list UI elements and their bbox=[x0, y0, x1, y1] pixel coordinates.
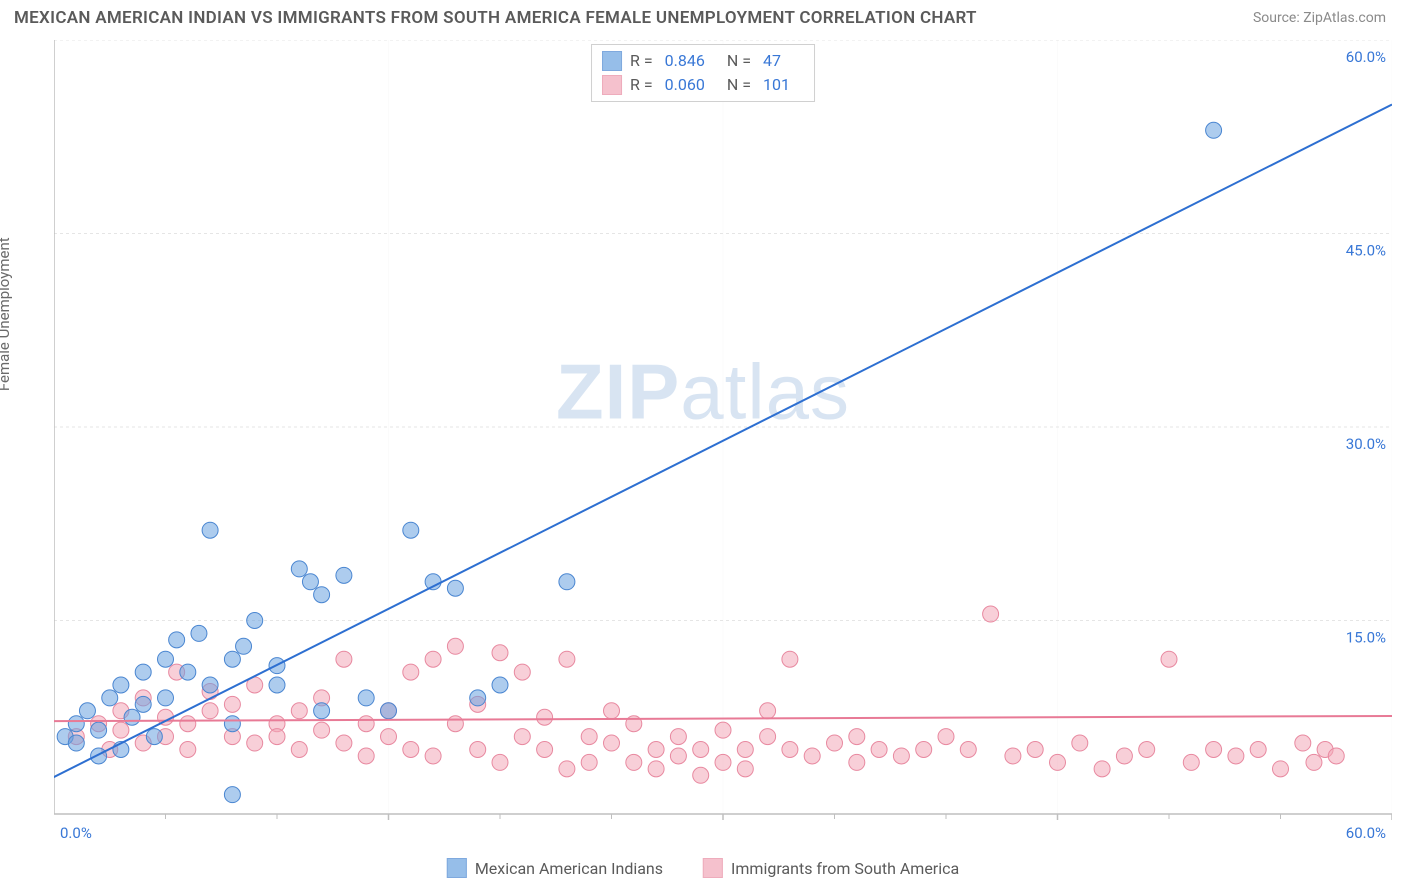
legend-label-series2: Immigrants from South America bbox=[731, 859, 959, 878]
legend-item-series1: Mexican American Indians bbox=[447, 858, 663, 878]
y-axis-label: Female Unemployment bbox=[0, 237, 13, 391]
chart-area: Female Unemployment ZIPatlas R = 0.846 N… bbox=[14, 40, 1392, 878]
n-value-1: 47 bbox=[763, 49, 781, 73]
svg-text:60.0%: 60.0% bbox=[1346, 48, 1386, 66]
scatter-plot: 15.0% 30.0% 45.0% 60.0% 0.0% 60.0% bbox=[54, 40, 1392, 848]
legend-row-series1: R = 0.846 N = 47 bbox=[602, 49, 804, 73]
n-label: N = bbox=[727, 73, 751, 97]
swatch-series2 bbox=[703, 858, 723, 878]
svg-text:45.0%: 45.0% bbox=[1346, 242, 1386, 260]
r-label: R = bbox=[630, 73, 653, 97]
swatch-series2 bbox=[602, 75, 622, 95]
swatch-series1 bbox=[602, 51, 622, 71]
source-label: Source: ZipAtlas.com bbox=[1253, 10, 1386, 26]
svg-text:0.0%: 0.0% bbox=[60, 824, 92, 842]
swatch-series1 bbox=[447, 858, 467, 878]
svg-text:60.0%: 60.0% bbox=[1346, 824, 1386, 842]
r-value-1: 0.846 bbox=[665, 49, 705, 73]
r-value-2: 0.060 bbox=[665, 73, 705, 97]
series-legend: Mexican American Indians Immigrants from… bbox=[447, 858, 959, 878]
n-value-2: 101 bbox=[763, 73, 790, 97]
legend-label-series1: Mexican American Indians bbox=[475, 859, 663, 878]
legend-item-series2: Immigrants from South America bbox=[703, 858, 959, 878]
chart-title: MEXICAN AMERICAN INDIAN VS IMMIGRANTS FR… bbox=[14, 8, 977, 28]
r-label: R = bbox=[630, 49, 653, 73]
correlation-legend: R = 0.846 N = 47 R = 0.060 N = 101 bbox=[591, 44, 815, 102]
legend-row-series2: R = 0.060 N = 101 bbox=[602, 73, 804, 97]
svg-text:15.0%: 15.0% bbox=[1346, 629, 1386, 647]
svg-text:30.0%: 30.0% bbox=[1346, 435, 1386, 453]
n-label: N = bbox=[727, 49, 751, 73]
